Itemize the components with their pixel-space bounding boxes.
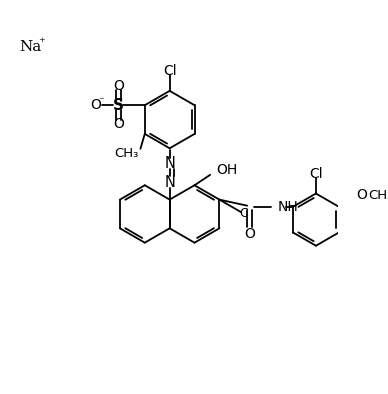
Text: O: O [244, 227, 255, 242]
Text: Cl: Cl [309, 167, 323, 180]
Text: OH: OH [216, 164, 237, 177]
Text: CH₃: CH₃ [114, 147, 139, 160]
Text: O: O [91, 98, 102, 112]
Text: N: N [164, 175, 175, 190]
Text: Na: Na [19, 40, 42, 54]
Text: S: S [113, 98, 124, 113]
Text: C: C [239, 207, 248, 220]
Text: N: N [164, 156, 175, 171]
Text: Cl: Cl [163, 64, 177, 78]
Text: O: O [113, 79, 124, 93]
Text: ⁻: ⁻ [98, 96, 104, 106]
Text: CH₃: CH₃ [368, 189, 388, 202]
Text: O: O [113, 117, 124, 131]
Text: O: O [356, 188, 367, 202]
Text: NH: NH [278, 200, 298, 214]
Text: ⁺: ⁺ [38, 35, 45, 48]
